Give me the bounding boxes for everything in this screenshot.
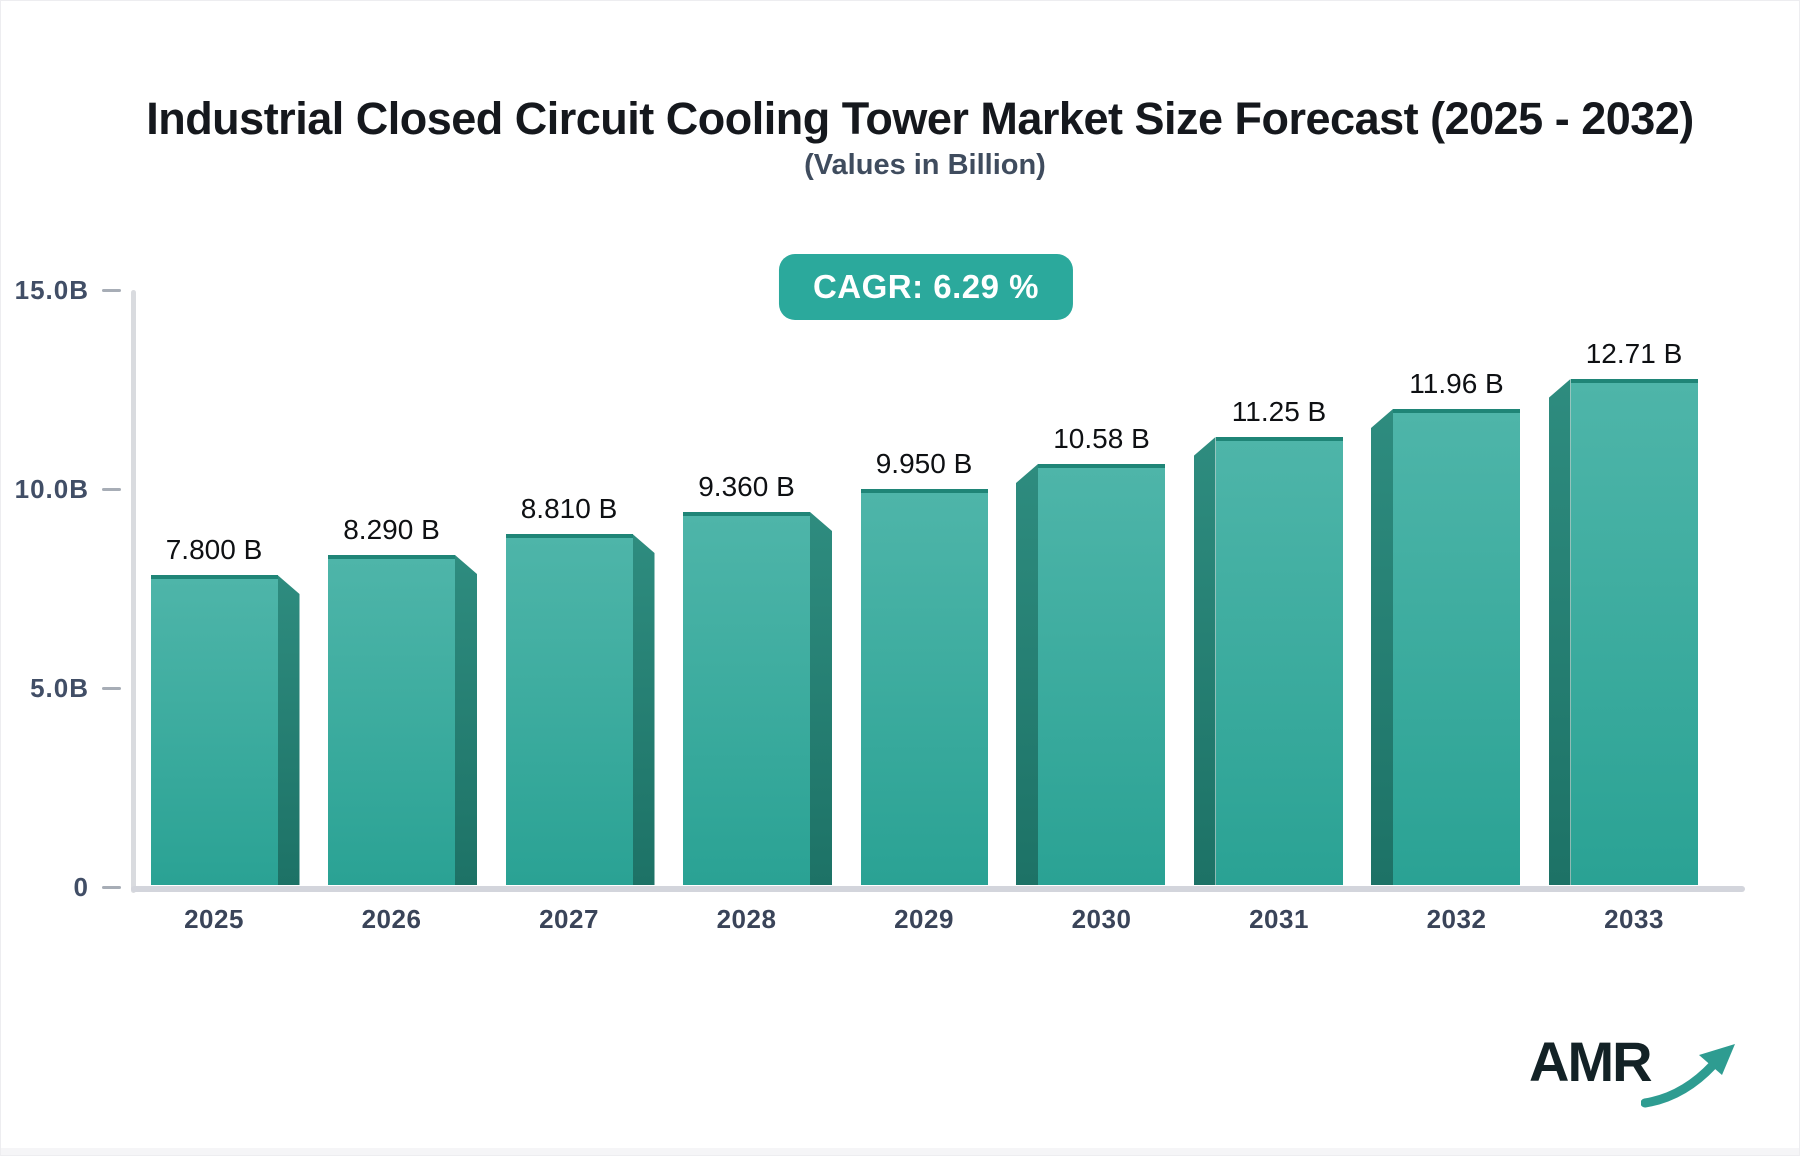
x-axis-label: 2028 xyxy=(716,904,777,934)
y-axis-label: 0 xyxy=(73,872,89,902)
bar xyxy=(1570,379,1698,885)
bar-value-label: 9.950 B xyxy=(875,448,973,479)
bar-3d-side xyxy=(277,575,300,885)
y-axis-tick xyxy=(102,886,121,889)
bar-value-label: 8.810 B xyxy=(520,493,618,524)
bar-3d-side xyxy=(1371,409,1393,885)
y-axis-label: 10.0B xyxy=(14,474,89,504)
y-axis-label: 15.0B xyxy=(14,275,89,305)
bar-3d-side xyxy=(455,555,477,885)
amr-logo: AMR xyxy=(1529,1031,1741,1111)
bar-3d-side xyxy=(810,512,832,885)
y-axis-label: 5.0B xyxy=(30,673,89,703)
bar-3d-side xyxy=(1193,437,1216,885)
bar-3d-side xyxy=(1016,464,1038,885)
bar-3d-side xyxy=(1548,379,1571,885)
x-axis-label: 2033 xyxy=(1604,904,1664,934)
x-axis-label: 2030 xyxy=(1071,904,1132,934)
x-axis-label: 2029 xyxy=(894,904,954,934)
x-axis-label: 2027 xyxy=(539,904,599,934)
bar xyxy=(150,575,278,885)
bar xyxy=(683,512,810,885)
bar-value-label: 12.71 B xyxy=(1585,338,1683,369)
bar-value-label: 7.800 B xyxy=(165,534,263,565)
chart-title: Industrial Closed Circuit Cooling Tower … xyxy=(146,93,1694,144)
bar-value-label: 11.25 B xyxy=(1231,396,1327,427)
bar xyxy=(328,555,455,885)
x-axis-label: 2032 xyxy=(1426,904,1487,934)
bar-3d-side xyxy=(632,534,655,885)
bar-value-label: 8.290 B xyxy=(343,514,440,545)
bar-value-label: 9.360 B xyxy=(698,471,795,502)
bar xyxy=(505,534,633,885)
bar-value-label: 10.58 B xyxy=(1053,423,1150,454)
y-axis-tick xyxy=(102,488,121,491)
x-axis-label: 2025 xyxy=(184,904,244,934)
x-axis-baseline xyxy=(131,886,1745,892)
bar xyxy=(860,489,988,885)
y-axis-tick xyxy=(102,289,121,292)
bar xyxy=(1393,409,1520,885)
x-axis-label: 2026 xyxy=(361,904,422,934)
bar xyxy=(1038,464,1165,885)
cagr-badge: CAGR: 6.29 % xyxy=(778,254,1074,320)
y-axis-tick xyxy=(102,687,121,690)
growth-arrow-icon xyxy=(1640,1044,1735,1108)
bar xyxy=(1215,437,1343,885)
y-axis-line xyxy=(131,290,136,893)
bar-value-label: 11.96 B xyxy=(1409,368,1504,399)
x-axis-label: 2031 xyxy=(1249,904,1309,934)
chart-subtitle: (Values in Billion) xyxy=(804,149,1046,181)
amr-logo-text: AMR xyxy=(1529,1030,1653,1093)
